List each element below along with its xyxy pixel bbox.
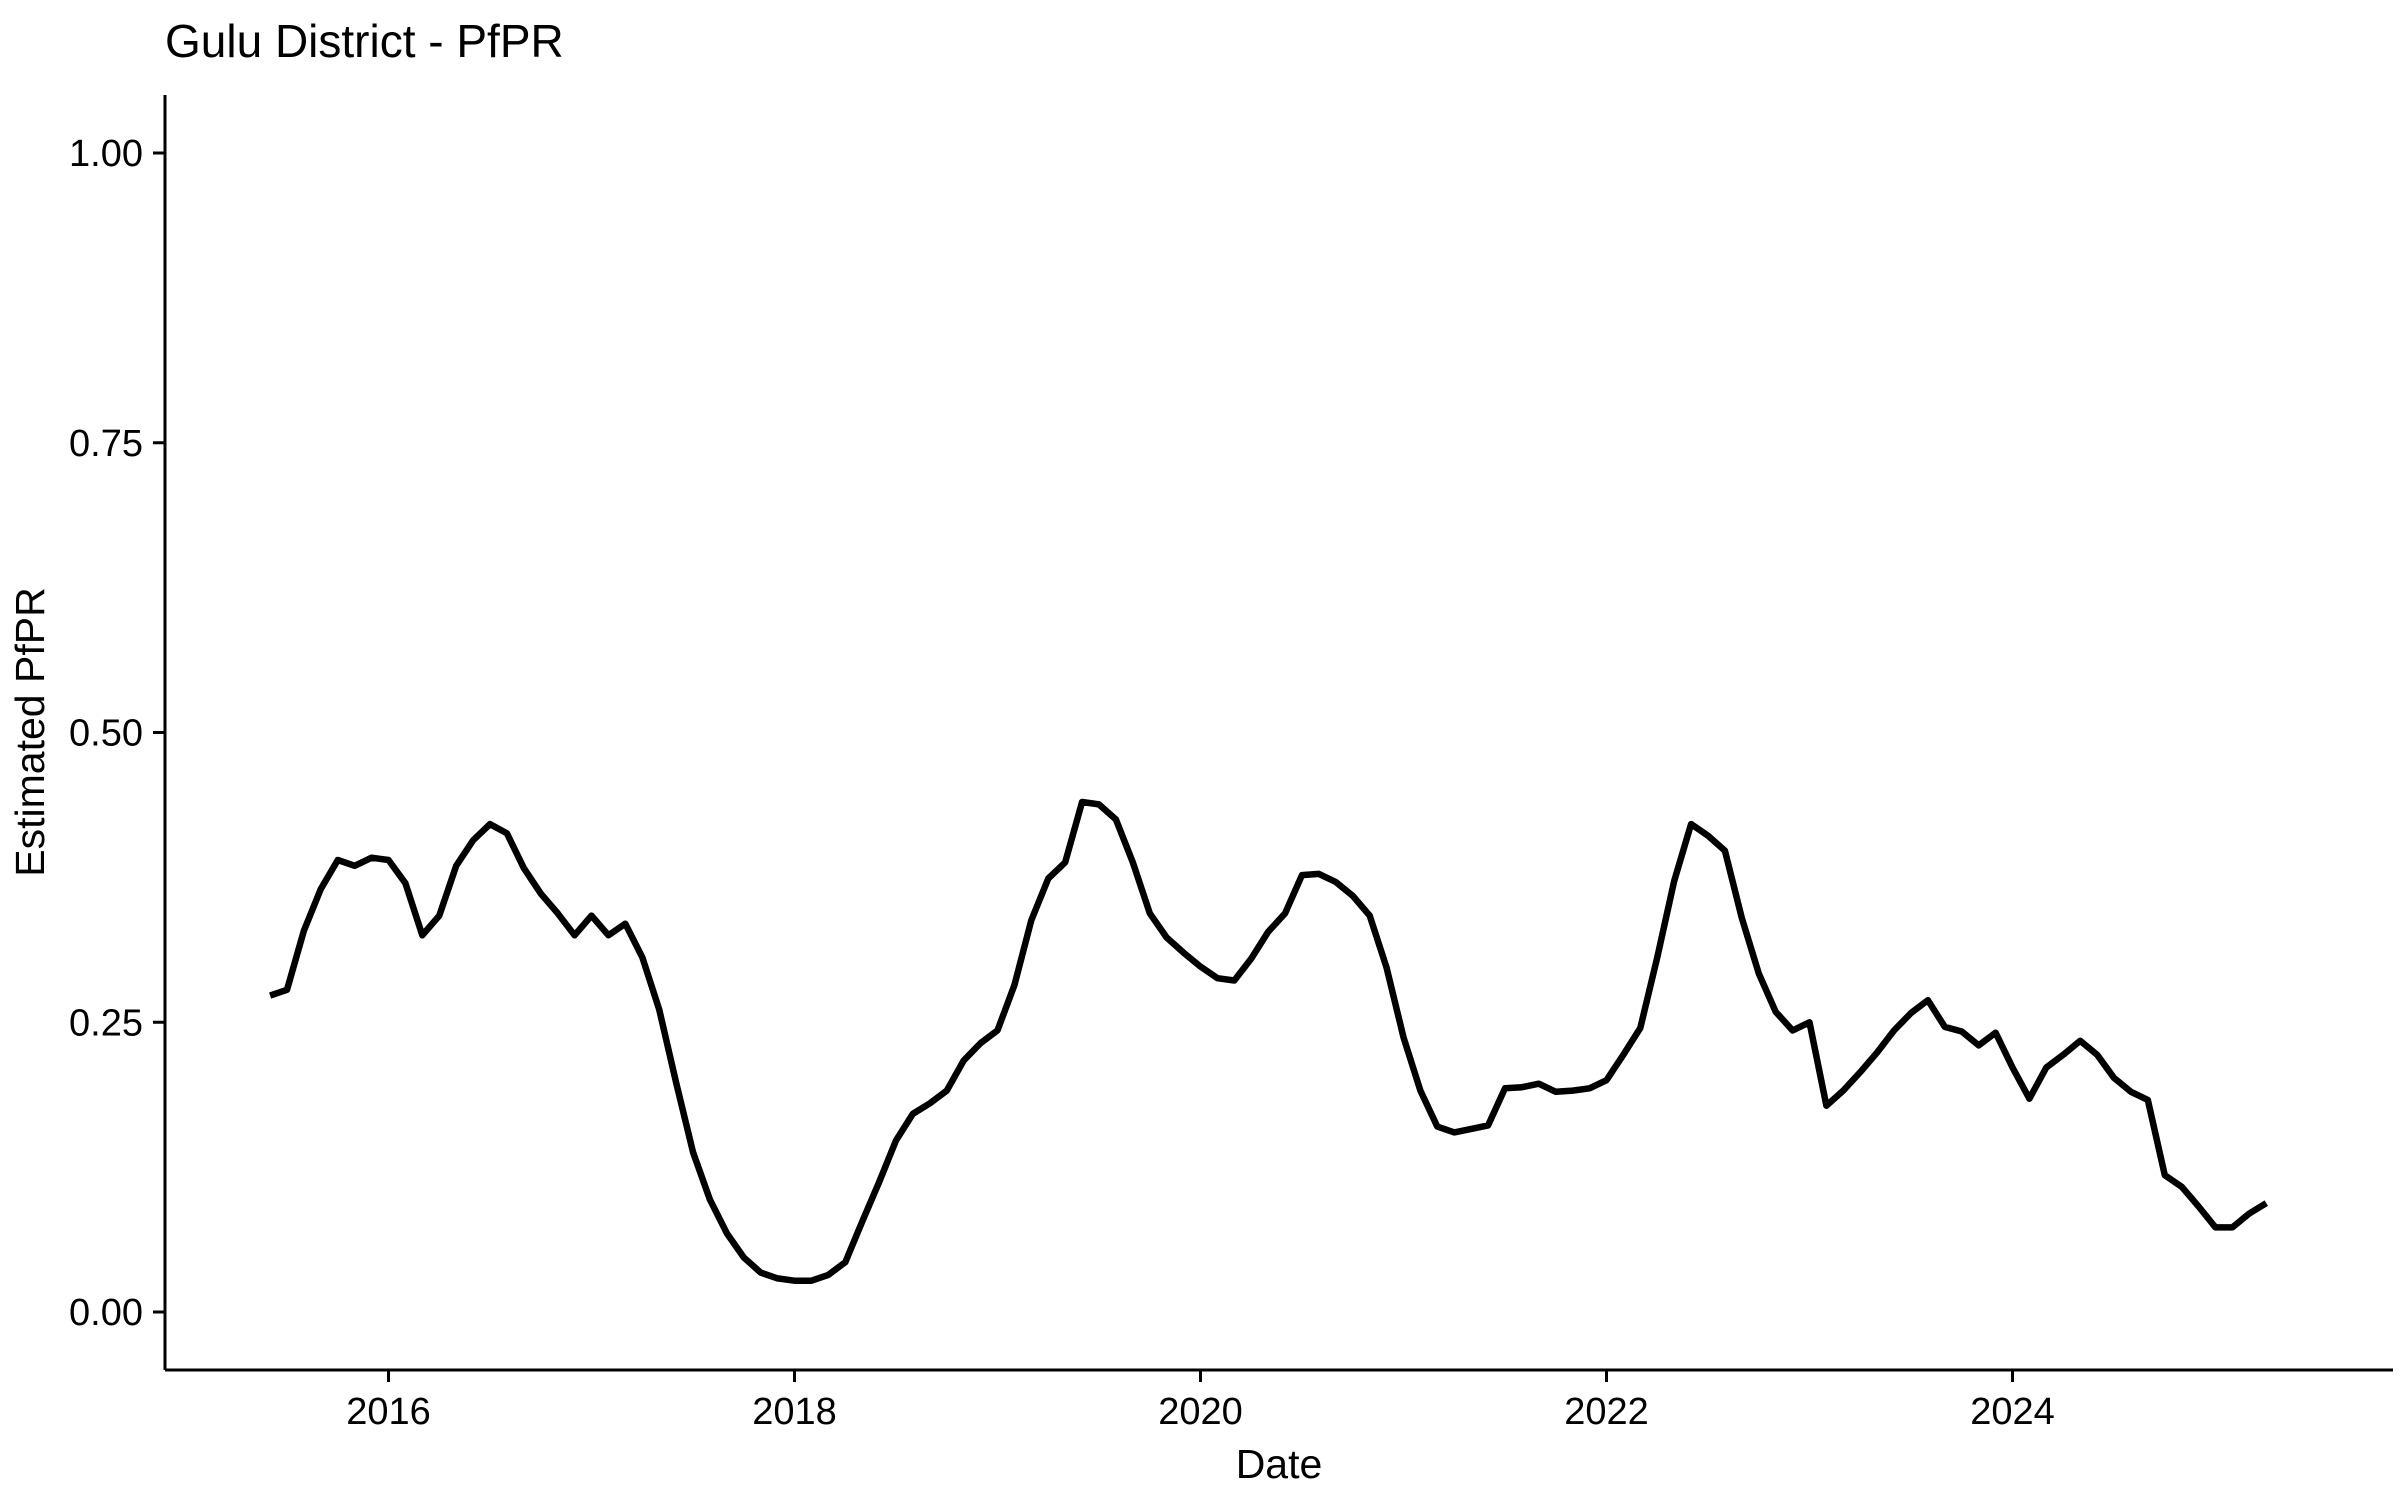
y-axis-tick-label: 0.25 xyxy=(69,1002,143,1044)
y-axis-tick-label: 0.75 xyxy=(69,423,143,465)
plot-area xyxy=(269,798,2268,1284)
x-axis-tick-label: 2018 xyxy=(752,1391,837,1433)
x-axis-tick-label: 2016 xyxy=(346,1391,431,1433)
axes: 0.00 0.25 0.50 0.75 1.00 2016 2018 2020 2022 2024 xyxy=(69,95,2393,1433)
x-axis-tick-label: 2022 xyxy=(1564,1391,1649,1433)
y-axis-title: Estimated PfPR xyxy=(7,587,53,876)
y-axis-tick-label: 1.00 xyxy=(69,133,143,175)
y-axis-tick-label: 0.00 xyxy=(69,1292,143,1334)
x-axis-title: Date xyxy=(1236,1441,1323,1487)
x-axis-tick-label: 2024 xyxy=(1970,1391,2055,1433)
y-axis-tick-label: 0.50 xyxy=(69,713,143,755)
pfpr-series-line xyxy=(269,798,2268,1284)
x-axis-tick-label: 2020 xyxy=(1158,1391,1243,1433)
chart-title: Gulu District - PfPR xyxy=(165,15,564,67)
